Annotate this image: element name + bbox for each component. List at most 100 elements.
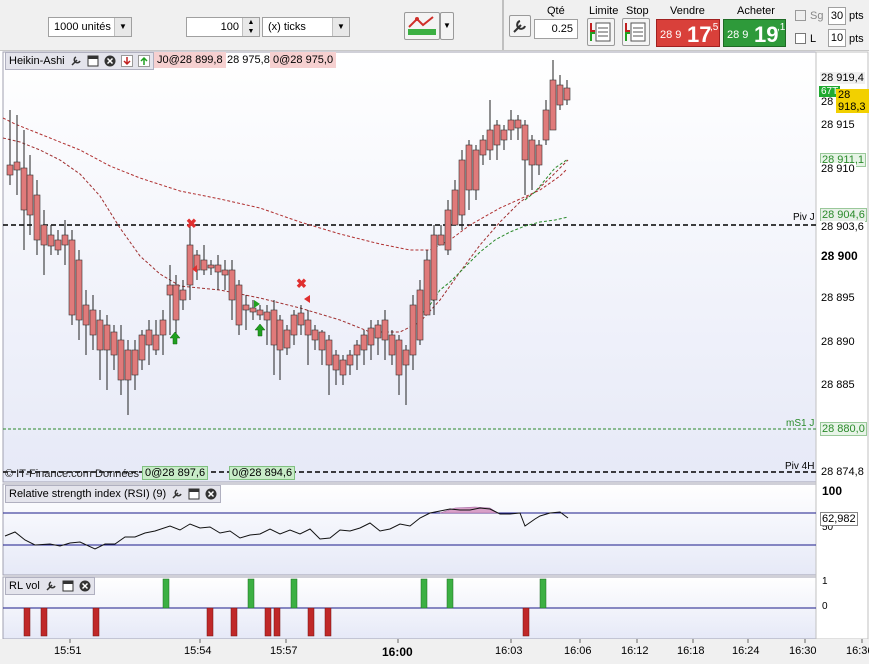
arrow-up-icon[interactable] [137, 55, 150, 68]
bottom-order-tag-1[interactable]: 0@28 897,6 [142, 466, 209, 480]
units-select[interactable]: 1000 unités ▼ [48, 17, 132, 37]
ticks-unit-select[interactable]: (x) ticks ▼ [262, 17, 350, 37]
time-axis-label: 16:36 [846, 645, 869, 657]
rsi-value-tag: 62,982 [820, 512, 858, 526]
candle-body [117, 339, 125, 381]
last-tag: 67T [819, 86, 841, 97]
price-axis-label: 28 880,0 [820, 422, 867, 436]
rsi-line [4, 507, 569, 550]
vol-bar-down [522, 607, 530, 637]
candle-body [179, 289, 187, 301]
chevron-down-icon[interactable]: ▼ [114, 18, 131, 36]
vol-bar-down [264, 607, 272, 637]
buy-arrow-icon [254, 323, 266, 337]
sell-button[interactable]: 28 9 17 ,5 [656, 19, 720, 47]
piv-j-label: Piv J [793, 212, 815, 223]
candle-body [200, 259, 208, 271]
candle-body [346, 354, 354, 366]
wrench-icon [513, 20, 526, 33]
vol-bar-up [247, 578, 255, 609]
rsi-50-label: 50 [822, 522, 834, 533]
stepper-arrows-icon[interactable]: ▲ ▼ [242, 18, 259, 36]
stop-order-icon [625, 22, 646, 42]
buy-price-prefix: 28 9 [727, 29, 749, 41]
main-panel-titlebar: Heikin-Ashi [5, 52, 154, 70]
price-axis-label: 28 890 [820, 336, 856, 348]
strategy-button[interactable] [404, 12, 440, 40]
stop-order-button[interactable] [622, 18, 650, 46]
candle-body [318, 331, 326, 351]
candle-body [367, 327, 375, 346]
candle-body [528, 139, 536, 166]
vol-bar-down [206, 607, 214, 637]
arrow-down-icon[interactable] [120, 55, 133, 68]
window-icon[interactable] [87, 55, 99, 67]
vol-bar-up [290, 578, 298, 609]
candle-body [339, 359, 347, 376]
bottom-order-tag-2[interactable]: 0@28 894,6 [229, 466, 296, 480]
sell-label: Vendre [670, 5, 705, 17]
strategy-dropdown[interactable]: ▼ [440, 12, 454, 40]
l-checkbox[interactable] [795, 33, 806, 44]
order-tag-2[interactable]: 0@28 975,0 [270, 52, 337, 68]
close-icon[interactable] [205, 488, 217, 500]
candle-body [465, 144, 473, 191]
candle-body [332, 354, 340, 371]
small-red-marker [192, 265, 197, 273]
l-pts-label: pts [849, 33, 864, 45]
limit-order-button[interactable] [587, 18, 615, 46]
chevron-down-icon[interactable]: ▼ [332, 18, 349, 36]
candle-body [290, 314, 298, 336]
ticks-stepper[interactable]: 100 ▲ ▼ [186, 17, 260, 37]
sg-checkbox[interactable] [795, 10, 806, 21]
vol-bar-down [307, 607, 315, 637]
candle-body [235, 284, 243, 326]
time-axis-label: 16:30 [789, 645, 817, 657]
order-tag-1[interactable]: J0@28 899,8 [154, 52, 226, 68]
candle-body [13, 161, 21, 171]
limit-order-icon [590, 22, 611, 42]
candle-body [54, 239, 62, 251]
candle-body [26, 174, 34, 216]
qty-value: 0.25 [551, 23, 573, 35]
sg-pts-input[interactable]: 30 [828, 7, 846, 25]
buy-button[interactable]: 28 9 19 ,1 [723, 19, 786, 47]
chart-area[interactable]: ✖✖ [0, 50, 869, 664]
l-pts-value: 10 [830, 32, 844, 44]
vol-1-label: 1 [822, 576, 828, 587]
vol-bar-down [230, 607, 238, 637]
wrench-icon[interactable] [70, 55, 82, 67]
close-icon[interactable] [104, 55, 116, 67]
l-pts-input[interactable]: 10 [828, 29, 846, 47]
moving-average-green [419, 216, 569, 317]
candle-body [221, 269, 229, 276]
candle-body [214, 264, 222, 273]
sell-price-big: 17 [687, 22, 712, 47]
limit-label: Limite [589, 5, 619, 17]
price-axis-label: 28 885 [820, 379, 856, 391]
price-axis-label: 28 874,8 [820, 466, 865, 478]
candle-body [451, 189, 459, 226]
main-panel-title: Heikin-Ashi [9, 55, 65, 67]
buy-arrow-icon [169, 331, 181, 345]
settings-button[interactable] [509, 15, 531, 37]
sg-label: Sg [810, 10, 824, 22]
candle-body [472, 149, 480, 191]
qty-input[interactable]: 0.25 [534, 19, 578, 39]
close-icon[interactable] [79, 580, 91, 592]
candle-body [138, 334, 146, 361]
buy-label: Acheter [737, 5, 775, 17]
vol-bar-up [162, 578, 170, 609]
candle-body [353, 344, 361, 356]
moving-average-red-slow [2, 137, 569, 333]
sg-pts-label: pts [849, 10, 864, 22]
window-icon[interactable] [62, 580, 74, 592]
rsi-panel-titlebar: Relative strength index (RSI) (9) [5, 485, 222, 503]
candle-body [402, 349, 410, 366]
candle-body [542, 109, 550, 141]
window-icon[interactable] [188, 488, 200, 500]
wrench-icon[interactable] [45, 580, 57, 592]
wrench-icon[interactable] [171, 488, 183, 500]
candle-body [521, 124, 529, 161]
candle-body [40, 224, 48, 246]
